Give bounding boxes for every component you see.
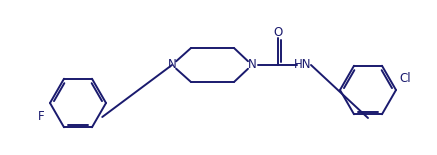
Text: N: N xyxy=(248,58,257,71)
Text: HN: HN xyxy=(294,58,312,71)
Text: Cl: Cl xyxy=(399,71,411,84)
Text: O: O xyxy=(274,26,283,38)
Text: F: F xyxy=(38,109,45,122)
Text: N: N xyxy=(168,58,177,71)
